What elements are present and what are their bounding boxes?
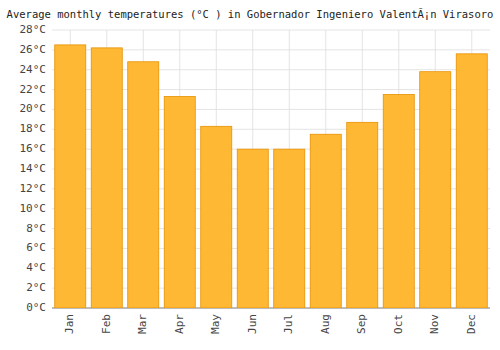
y-tick-label: 2°C [26,281,46,294]
y-tick-label: 20°C [20,102,47,115]
x-tick-label: Nov [428,314,441,334]
y-tick-label: 4°C [26,261,46,274]
x-tick-label: Dec [465,314,478,334]
y-tick-label: 22°C [20,83,47,96]
bar [128,62,159,308]
bar [55,45,86,308]
y-tick-label: 24°C [20,63,47,76]
y-tick-label: 10°C [20,202,47,215]
y-tick-label: 14°C [20,162,47,175]
x-tick-label: Apr [173,314,186,334]
x-tick-label: Jun [246,314,259,334]
x-tick-label: Aug [319,314,332,334]
y-tick-label: 12°C [20,182,47,195]
bar [274,149,305,308]
bar [91,48,122,308]
y-tick-label: 8°C [26,222,46,235]
y-tick-label: 0°C [26,301,46,314]
axes: 0°C 2°C 4°C 6°C 8°C 10°C 12°C 14°C 16°C 18°C 20°C 2… [20,23,491,334]
bar [420,72,451,308]
x-tick-label: Jul [282,314,295,334]
y-grid-line [52,30,490,31]
x-tick-label: Mar [136,314,149,334]
y-tick-label: 18°C [20,122,47,135]
bar [201,126,232,308]
bar [456,54,487,308]
x-tick-label: Feb [100,314,113,334]
y-tick-label: 6°C [26,241,46,254]
bar [237,149,268,308]
bar [347,122,378,308]
title: Average monthly temperatures (°C ) in Go… [7,8,494,20]
bar [310,134,341,308]
x-tick-label: Jan [63,314,76,334]
x-tick-label: May [209,314,222,334]
grid [52,30,490,308]
x-tick-label: Sep [355,314,368,334]
bar [164,97,195,308]
x-tick-label: Oct [392,314,405,334]
y-tick-label: 16°C [20,142,47,155]
chart: 0°C 2°C 4°C 6°C 8°C 10°C 12°C 14°C 16°C 18°C 20°C 2… [0,0,500,350]
y-tick-label: 26°C [20,43,47,56]
y-tick-label: 28°C [20,23,47,36]
bars [55,45,488,308]
bar [383,95,414,308]
